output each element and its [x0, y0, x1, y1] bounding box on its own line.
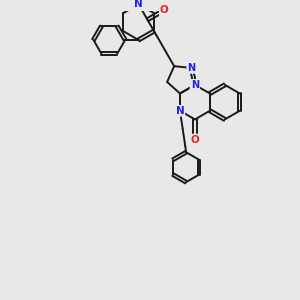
Text: N: N [187, 63, 195, 73]
Text: N: N [134, 0, 143, 9]
Text: N: N [190, 80, 199, 90]
Text: O: O [190, 135, 199, 145]
Text: N: N [191, 80, 199, 90]
Text: O: O [160, 5, 169, 15]
Text: N: N [176, 106, 184, 116]
